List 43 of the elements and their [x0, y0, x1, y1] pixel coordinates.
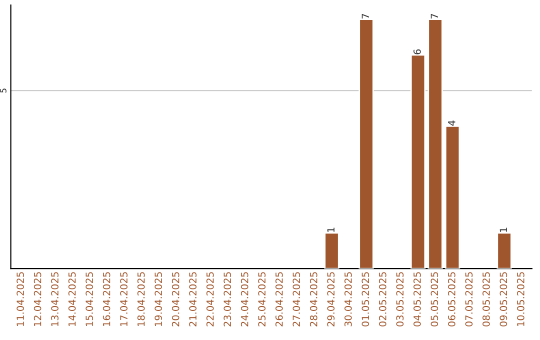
x-tick-label: 30.04.2025	[344, 272, 352, 326]
x-tick-label: 25.04.2025	[258, 272, 266, 326]
x-tick-label: 15.04.2025	[86, 272, 93, 326]
x-tick-label: 23.04.2025	[224, 272, 232, 326]
x-tick-label: 20.04.2025	[172, 272, 180, 326]
x-tick-label: 17.04.2025	[120, 272, 128, 326]
bar	[410, 54, 426, 269]
x-tick-label: 06.05.2025	[448, 272, 456, 326]
x-tick-label: 10.05.2025	[517, 272, 524, 326]
x-tick-label: 09.05.2025	[500, 272, 508, 326]
x-tick-label: 05.05.2025	[430, 272, 438, 326]
x-tick-label: 08.05.2025	[482, 272, 490, 326]
x-tick-label: 19.04.2025	[154, 272, 162, 326]
x-tick-label: 24.04.2025	[240, 272, 248, 326]
data-label: 1	[327, 228, 334, 232]
data-label: 7	[362, 14, 369, 19]
y-tick-label: 5	[0, 88, 6, 93]
x-tick-label: 27.04.2025	[292, 272, 300, 326]
data-label: 6	[413, 49, 421, 54]
x-tick-label: 26.04.2025	[275, 272, 283, 326]
x-tick-label: 01.05.2025	[362, 272, 370, 326]
bar	[324, 232, 340, 269]
x-tick-label: 16.04.2025	[102, 272, 110, 326]
x-tick-label: 13.04.2025	[51, 272, 58, 326]
x-tick-label: 22.04.2025	[206, 272, 214, 326]
x-tick-label: 21.04.2025	[189, 272, 197, 326]
x-tick-label: 18.04.2025	[137, 272, 145, 326]
x-tick-label: 29.04.2025	[327, 272, 335, 326]
x-tick-label: 02.05.2025	[378, 272, 386, 326]
bar	[444, 125, 460, 269]
bar	[358, 18, 374, 269]
x-tick-label: 11.04.2025	[16, 272, 24, 326]
x-tick-label: 28.04.2025	[310, 272, 318, 326]
bar	[496, 232, 512, 269]
x-tick-label: 07.05.2025	[465, 272, 473, 326]
x-tick-label: 14.04.2025	[68, 272, 76, 326]
x-tick-label: 12.04.2025	[34, 272, 42, 326]
bar	[428, 18, 443, 269]
data-label: 4	[448, 120, 456, 126]
x-tick-label: 04.05.2025	[413, 272, 421, 326]
x-tick-label: 03.05.2025	[396, 272, 404, 326]
data-label: 1	[500, 228, 507, 232]
data-label: 7	[430, 14, 438, 19]
